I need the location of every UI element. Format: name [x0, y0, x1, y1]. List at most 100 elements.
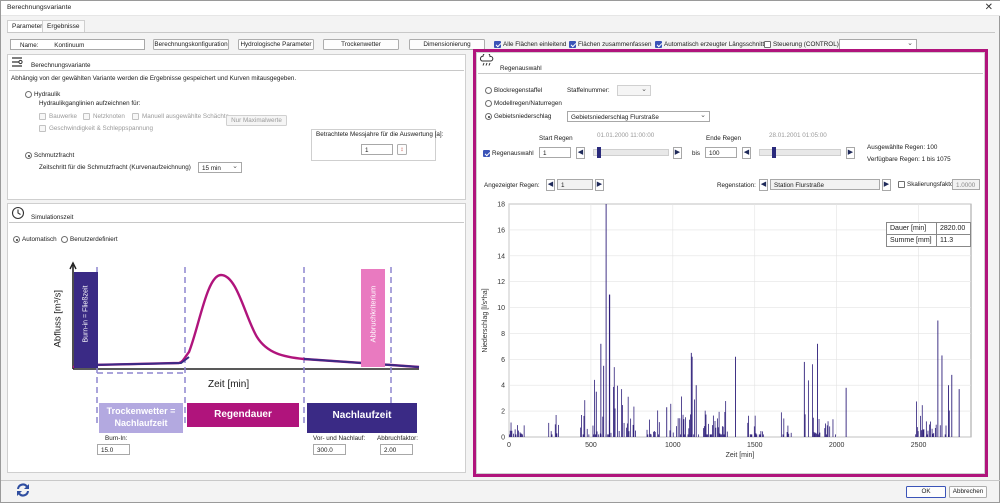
- automatisch-radio[interactable]: [13, 236, 20, 243]
- messjahre-input[interactable]: 1: [361, 144, 393, 155]
- rain-bar: [622, 405, 623, 437]
- rain-bar: [916, 427, 918, 437]
- benutzerdefiniert-radio[interactable]: [61, 236, 68, 243]
- ok-button[interactable]: OK: [906, 486, 946, 498]
- gebietsniederschlag-radio[interactable]: [485, 113, 492, 120]
- steuerung-checkbox[interactable]: [764, 41, 771, 48]
- vor-nachlauf-input[interactable]: 300.0: [313, 444, 346, 455]
- station-prev-icon[interactable]: ◀: [759, 179, 768, 191]
- rain-bar: [813, 432, 815, 437]
- rain-bar: [515, 434, 517, 437]
- nur-maximalwerte-button[interactable]: Nur Maximalwerte: [226, 115, 287, 126]
- rain-bar: [917, 431, 919, 437]
- gebietsniederschlag-dropdown[interactable]: Gebietsniederschlag Flurstraße: [567, 111, 710, 122]
- burnin-text: Burn-in = Fließzeit: [82, 285, 90, 343]
- sync-icon[interactable]: [13, 480, 33, 500]
- netzknoten-checkbox[interactable]: [83, 113, 90, 120]
- to-slider[interactable]: [759, 147, 841, 158]
- staffelnummer-dropdown[interactable]: [617, 85, 651, 96]
- modellregen-radio[interactable]: [485, 100, 492, 107]
- regenauswahl-checkbox[interactable]: [483, 150, 490, 157]
- variant-icon: [12, 57, 23, 67]
- rain-bar: [602, 416, 604, 437]
- from-slider-thumb[interactable]: [597, 147, 601, 158]
- alle-flaechen-checkbox[interactable]: [494, 41, 501, 48]
- dimensionierung-button[interactable]: Dimensionierung: [409, 39, 485, 50]
- burnin-input[interactable]: 15.0: [97, 444, 130, 455]
- laengsschnitt-checkbox[interactable]: [655, 41, 662, 48]
- rain-bar: [582, 434, 584, 437]
- rain-bar: [580, 427, 582, 437]
- y-tick-label: 16: [497, 227, 505, 234]
- rain-bar: [723, 434, 725, 437]
- hydrologische-parameter-button[interactable]: Hydrologische Parameter: [238, 39, 314, 50]
- rain-bar: [621, 389, 623, 437]
- messjahre-group: [311, 129, 436, 161]
- blockregen-radio[interactable]: [485, 87, 492, 94]
- rain-bar: [948, 410, 950, 437]
- rain-bar: [753, 426, 755, 437]
- vor-nachlauf-label: Vor- und Nachlauf:: [313, 435, 366, 442]
- rain-bar: [657, 410, 659, 437]
- to-next-icon[interactable]: ▶: [846, 147, 855, 159]
- station-next-icon[interactable]: ▶: [882, 179, 891, 191]
- rain-bar: [751, 434, 753, 437]
- angezeigt-prev-icon[interactable]: ◀: [546, 179, 555, 191]
- x-tick-label: 0: [507, 442, 511, 449]
- rain-bar: [613, 386, 614, 437]
- rain-bar: [626, 423, 628, 437]
- y-tick-label: 10: [497, 305, 505, 312]
- rain-bar: [509, 434, 510, 437]
- messjahre-stepper[interactable]: ↕: [397, 144, 407, 155]
- schaechte-checkbox[interactable]: [132, 113, 139, 120]
- angezeigt-next-icon[interactable]: ▶: [595, 179, 604, 191]
- rain-bar: [915, 434, 917, 437]
- berechnungskonfiguration-button[interactable]: Berechnungskonfiguration: [153, 39, 229, 50]
- skalierung-input[interactable]: 1.0000: [952, 179, 980, 190]
- rain-bar: [726, 431, 728, 437]
- rain-bar: [510, 422, 512, 437]
- laengsschnitt-label: Automatisch erzeugter Längsschnitt: [664, 41, 765, 48]
- abbruchfaktor-input[interactable]: 2.00: [380, 444, 413, 455]
- stats-row: Summe [mm] 11.3: [886, 234, 971, 247]
- trockenwetter-button[interactable]: Trockenwetter: [323, 39, 399, 50]
- blockregen-label: Blockregenstaffel: [494, 87, 543, 94]
- rain-bar: [610, 432, 612, 437]
- close-icon[interactable]: ✕: [984, 2, 993, 13]
- rain-bar: [826, 434, 827, 437]
- rain-bar: [583, 415, 585, 437]
- rain-bar: [748, 415, 749, 437]
- tab-ergebnisse[interactable]: Ergebnisse: [42, 20, 85, 32]
- rain-bar: [803, 361, 805, 437]
- rain-bar: [750, 434, 752, 437]
- rain-bar: [521, 433, 523, 437]
- hydraulik-radio[interactable]: [25, 91, 32, 98]
- rain-bar: [944, 434, 946, 437]
- bauwerke-checkbox[interactable]: [39, 113, 46, 120]
- rain-bar: [682, 414, 684, 437]
- abbrechen-button[interactable]: Abbrechen: [949, 486, 987, 498]
- from-slider[interactable]: [593, 147, 669, 158]
- rain-bar: [550, 431, 552, 437]
- to-prev-icon[interactable]: ◀: [742, 147, 751, 159]
- rain-bar: [930, 421, 931, 437]
- geschwindigkeit-checkbox[interactable]: [39, 125, 46, 132]
- rain-bar: [681, 396, 682, 437]
- schmutzfracht-radio[interactable]: [25, 152, 32, 159]
- to-slider-thumb[interactable]: [772, 147, 776, 158]
- rain-bar: [523, 425, 525, 437]
- rain-bar: [826, 425, 828, 437]
- name-field[interactable]: Name: Kontinuum: [10, 39, 145, 50]
- regen-from-input[interactable]: 1: [539, 147, 571, 158]
- rain-bar: [827, 421, 829, 437]
- flaechen-zusammenfassen-checkbox[interactable]: [569, 41, 576, 48]
- from-next-icon[interactable]: ▶: [673, 147, 682, 159]
- from-prev-icon[interactable]: ◀: [576, 147, 585, 159]
- zeitschritt-dropdown[interactable]: 15 min: [198, 162, 242, 173]
- skalierung-checkbox[interactable]: [898, 181, 905, 188]
- regen-to-input[interactable]: 100: [705, 147, 737, 158]
- rain-bar: [677, 418, 679, 437]
- rain-bar: [941, 355, 943, 437]
- rain-bar: [690, 352, 692, 437]
- alle-flaechen-label: Alle Flächen einleitend: [503, 41, 567, 48]
